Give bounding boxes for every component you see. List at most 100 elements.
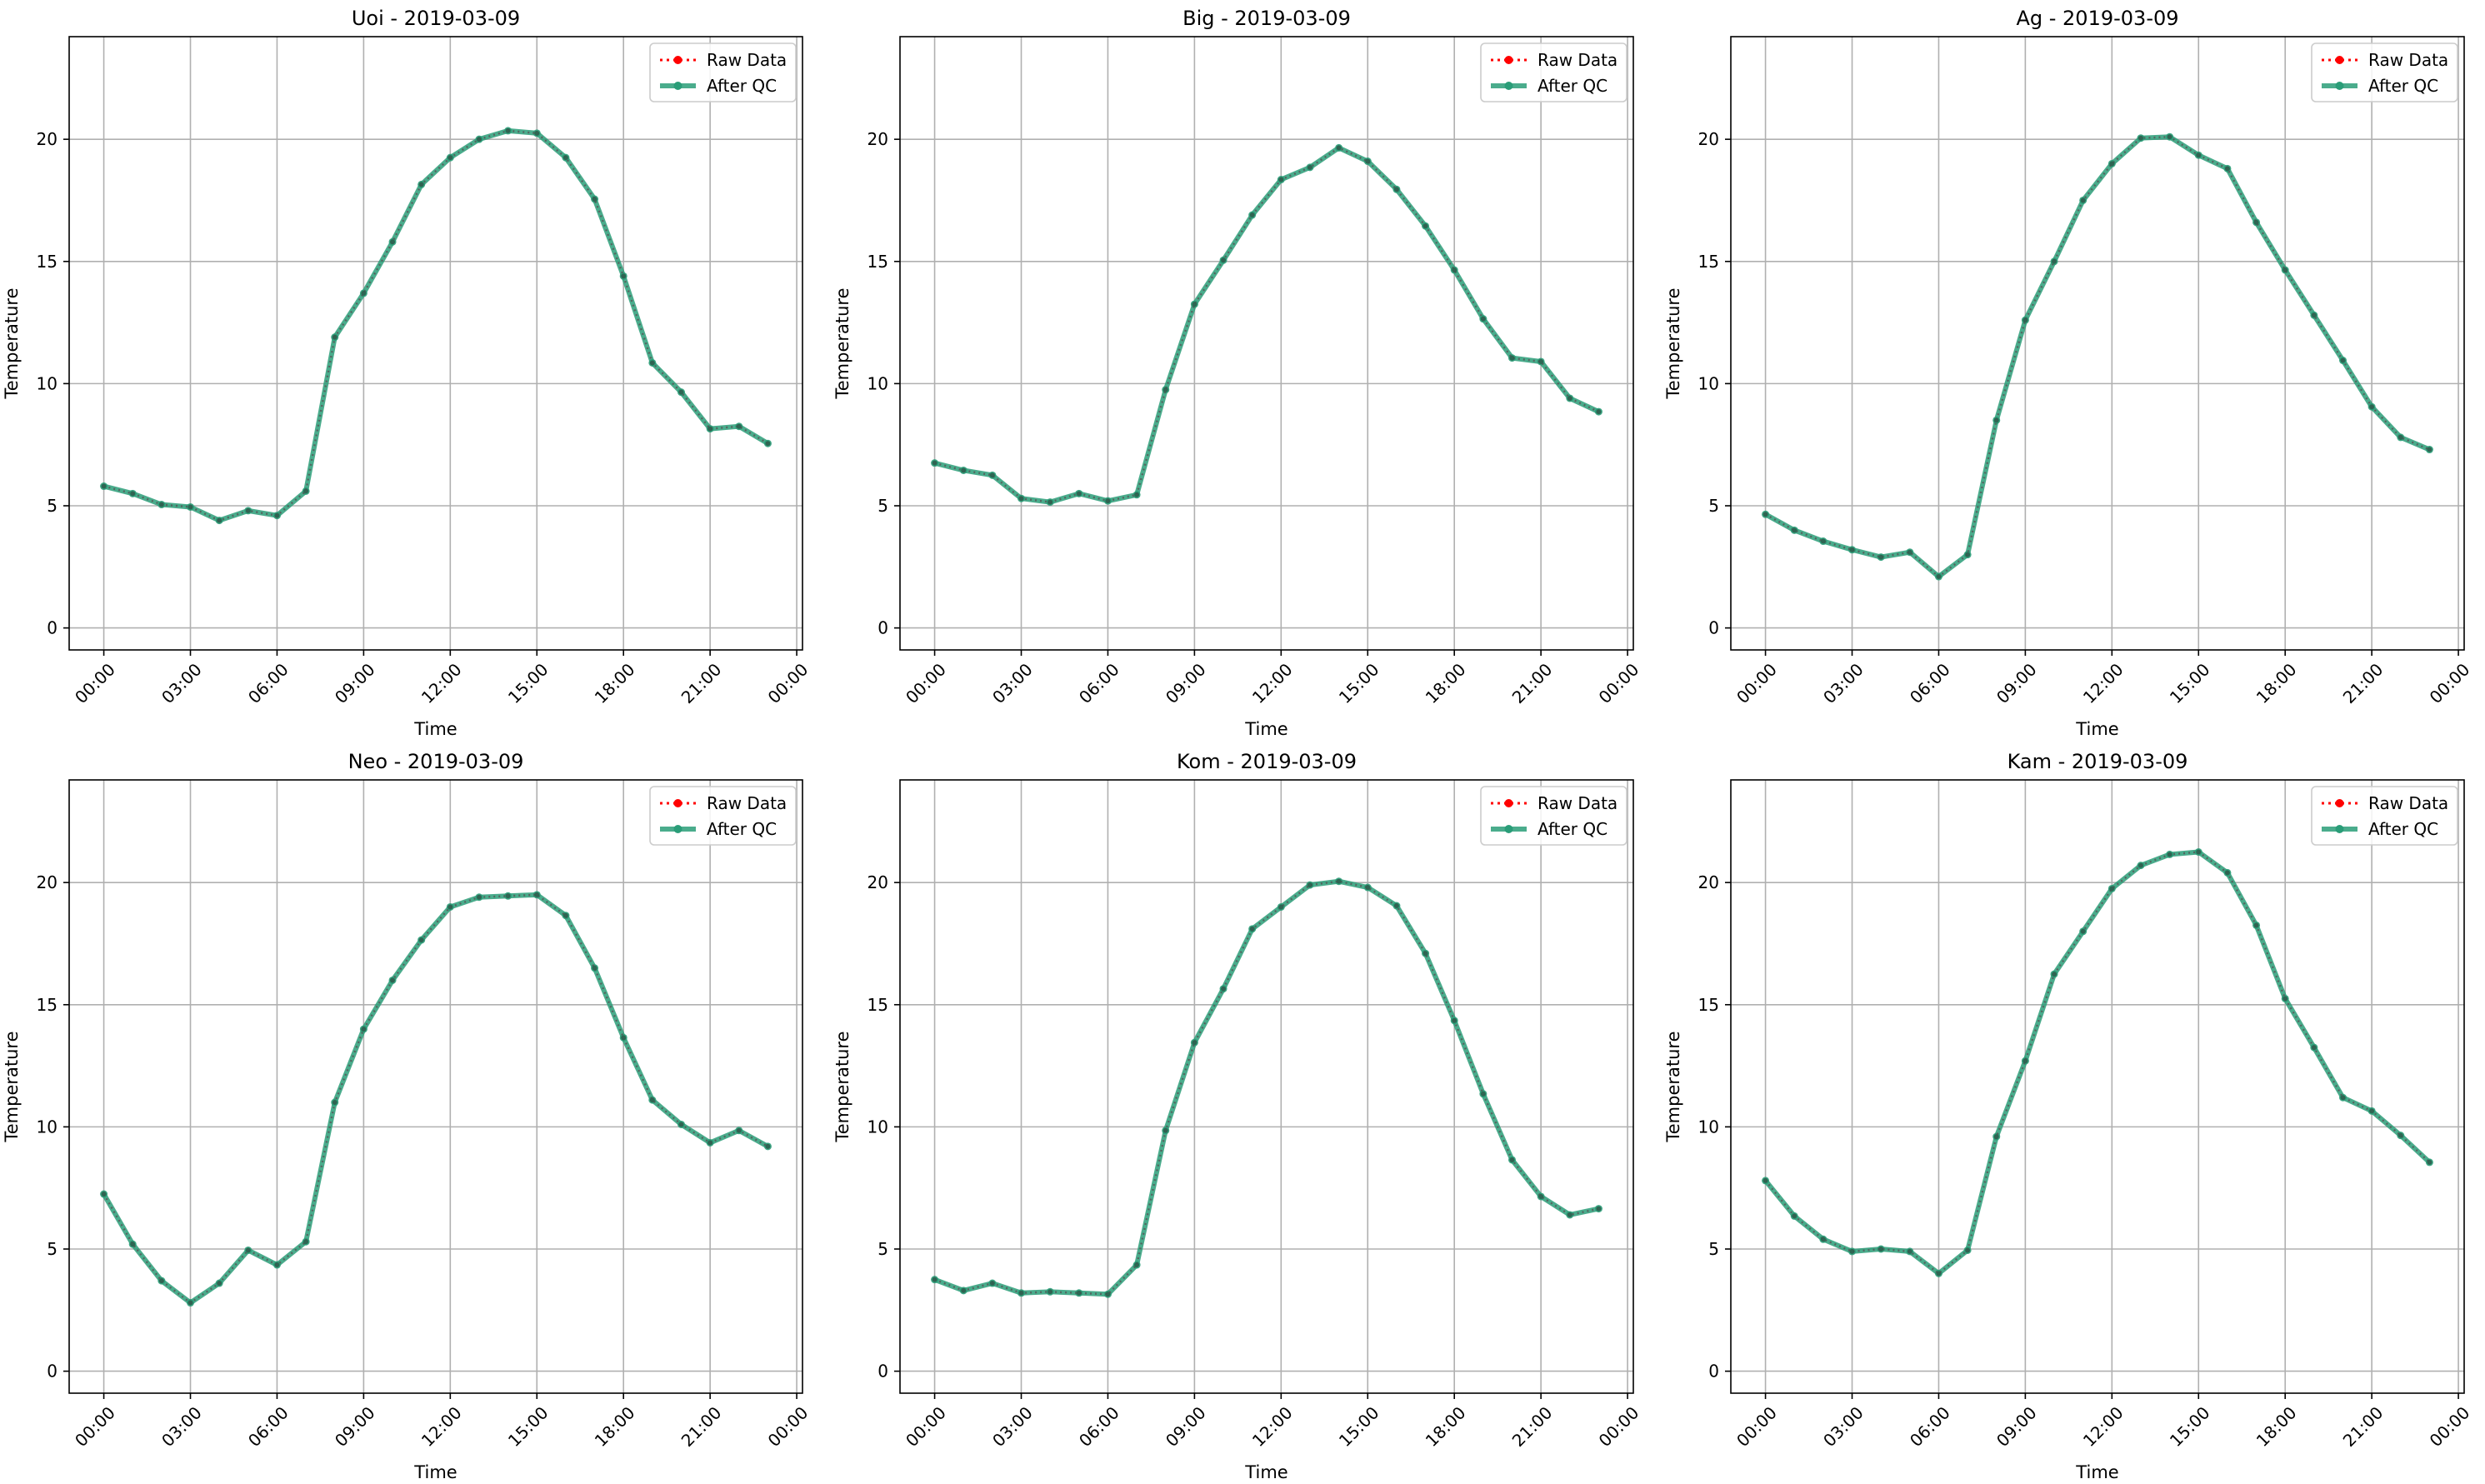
legend: Raw Data After QC xyxy=(2311,42,2458,102)
raw-data-point xyxy=(989,1281,995,1287)
raw-data-point xyxy=(1452,1017,1458,1023)
y-axis-label: Temperature xyxy=(1663,287,1683,399)
raw-data-point xyxy=(1192,302,1198,307)
raw-data-point xyxy=(158,1278,164,1284)
x-tick-label: 03:00 xyxy=(988,1402,1037,1451)
series-raw-data-line xyxy=(934,147,1599,503)
raw-data-point xyxy=(418,182,424,187)
legend-qc-marker xyxy=(2335,825,2344,833)
x-tick-label: 09:00 xyxy=(1162,659,1210,707)
legend-raw-marker xyxy=(2335,799,2344,807)
raw-data-point xyxy=(1365,885,1371,891)
x-tick-label: 03:00 xyxy=(158,1402,206,1451)
raw-data-point xyxy=(130,1242,136,1247)
raw-data-point xyxy=(2282,267,2288,273)
x-tick-label: 09:00 xyxy=(331,1402,379,1451)
raw-data-point xyxy=(562,155,568,161)
subplot-title: Neo - 2019-03-09 xyxy=(348,750,524,773)
raw-data-point xyxy=(1936,1271,1942,1277)
raw-data-point xyxy=(1336,145,1342,151)
raw-data-point xyxy=(961,1287,967,1293)
raw-data-point xyxy=(2167,852,2172,857)
x-tick-label: 15:00 xyxy=(504,659,552,707)
raw-data-point xyxy=(2022,1058,2028,1064)
y-tick-label: 20 xyxy=(868,129,888,149)
series-after-qc-line xyxy=(1762,849,2432,1277)
subplot-title: Kom - 2019-03-09 xyxy=(1177,750,1357,773)
x-tick-label: 00:00 xyxy=(1595,659,1643,707)
raw-data-point xyxy=(2311,312,2317,318)
raw-data-point xyxy=(101,1192,107,1197)
raw-data-point xyxy=(1965,1247,1971,1253)
raw-data-point xyxy=(361,290,367,296)
raw-data-point xyxy=(1480,316,1486,322)
raw-data-point xyxy=(1993,417,1999,423)
raw-data-point xyxy=(592,196,598,202)
raw-data-point xyxy=(2427,1159,2432,1165)
y-tick-label: 5 xyxy=(47,1239,58,1259)
x-tick-label: 09:00 xyxy=(1162,1402,1210,1451)
raw-data-point xyxy=(1878,1246,1884,1252)
raw-data-point xyxy=(390,239,396,245)
raw-data-point xyxy=(476,894,482,900)
raw-data-point xyxy=(1965,552,1971,557)
y-tick-label: 10 xyxy=(868,1117,888,1137)
x-tick-label: 00:00 xyxy=(902,659,950,707)
raw-data-point xyxy=(2398,434,2403,440)
series-after-qc-line xyxy=(1762,134,2432,580)
raw-data-point xyxy=(217,1281,222,1287)
raw-data-point xyxy=(2167,134,2172,140)
raw-data-point xyxy=(2080,197,2086,203)
raw-data-point xyxy=(1480,1091,1486,1097)
subplot-3: 00:00 03:00 06:00 09:00 12:00 15:00 18:00 21:00… xyxy=(1663,7,2473,739)
raw-data-point xyxy=(1018,1290,1024,1296)
legend-raw-label: Raw Data xyxy=(2368,793,2448,813)
x-tick-label: 15:00 xyxy=(1335,1402,1383,1451)
raw-data-point xyxy=(1596,409,1602,415)
raw-data-point xyxy=(2196,849,2202,855)
raw-data-point xyxy=(1134,492,1140,497)
raw-data-point xyxy=(765,1143,771,1149)
raw-data-point xyxy=(649,360,655,366)
x-tick-label: 18:00 xyxy=(1422,1402,1470,1451)
legend: Raw Data After QC xyxy=(1480,786,1628,846)
raw-data-point xyxy=(1278,177,1284,182)
raw-data-point xyxy=(2052,972,2058,977)
raw-data-point xyxy=(678,389,684,395)
raw-data-point xyxy=(1393,187,1399,192)
raw-data-point xyxy=(989,472,995,478)
raw-data-point xyxy=(932,1277,938,1282)
raw-data-point xyxy=(274,512,280,518)
raw-data-point xyxy=(562,912,568,918)
x-tick-label: 18:00 xyxy=(2252,1402,2301,1451)
y-tick-label: 5 xyxy=(1708,1239,1719,1259)
legend-qc-marker xyxy=(673,825,682,833)
raw-data-point xyxy=(534,892,540,897)
x-tick-label: 21:00 xyxy=(678,1402,726,1451)
raw-data-point xyxy=(1993,1134,1999,1140)
raw-data-point xyxy=(188,504,193,510)
raw-data-point xyxy=(621,273,627,279)
y-tick-label: 10 xyxy=(37,373,58,393)
subplot-1: 00:00 03:00 06:00 09:00 12:00 15:00 18:00 21:00… xyxy=(2,7,812,739)
raw-data-point xyxy=(2311,1045,2317,1051)
x-tick-label: 12:00 xyxy=(2079,659,2128,707)
x-tick-label: 18:00 xyxy=(2252,659,2301,707)
x-axis-label: Time xyxy=(413,1462,457,1482)
x-tick-label: 03:00 xyxy=(1819,1402,1868,1451)
raw-data-point xyxy=(1792,1213,1798,1219)
raw-data-point xyxy=(1249,926,1255,932)
raw-data-point xyxy=(736,423,742,429)
y-tick-label: 0 xyxy=(1708,1362,1719,1382)
x-tick-label: 00:00 xyxy=(71,1402,119,1451)
raw-data-point xyxy=(736,1127,742,1133)
x-tick-label: 21:00 xyxy=(2339,659,2388,707)
y-axis-label: Temperature xyxy=(832,1031,852,1142)
raw-data-point xyxy=(1365,158,1371,164)
axes-frame xyxy=(899,779,1634,1394)
x-axis-label: Time xyxy=(1244,1462,1288,1482)
raw-data-point xyxy=(1509,1157,1515,1162)
raw-data-point xyxy=(1422,951,1428,957)
raw-data-point xyxy=(708,426,713,432)
legend-raw-marker xyxy=(2335,56,2344,64)
